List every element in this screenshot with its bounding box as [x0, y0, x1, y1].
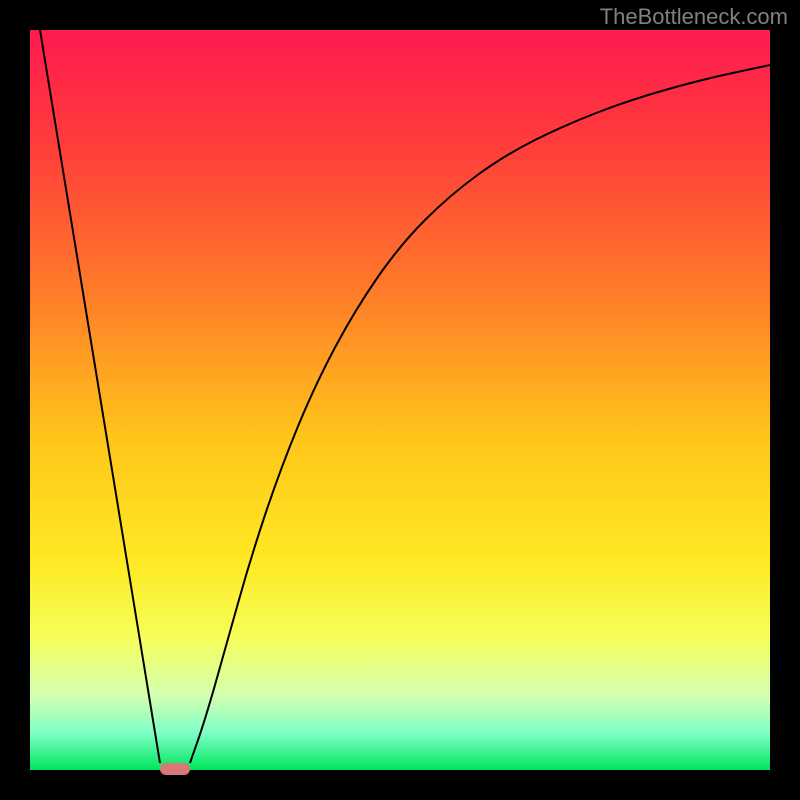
chart-svg [0, 0, 800, 800]
chart-container: TheBottleneck.com [0, 0, 800, 800]
watermark-text: TheBottleneck.com [600, 4, 788, 30]
plot-area [30, 30, 770, 770]
valley-marker [160, 763, 190, 775]
